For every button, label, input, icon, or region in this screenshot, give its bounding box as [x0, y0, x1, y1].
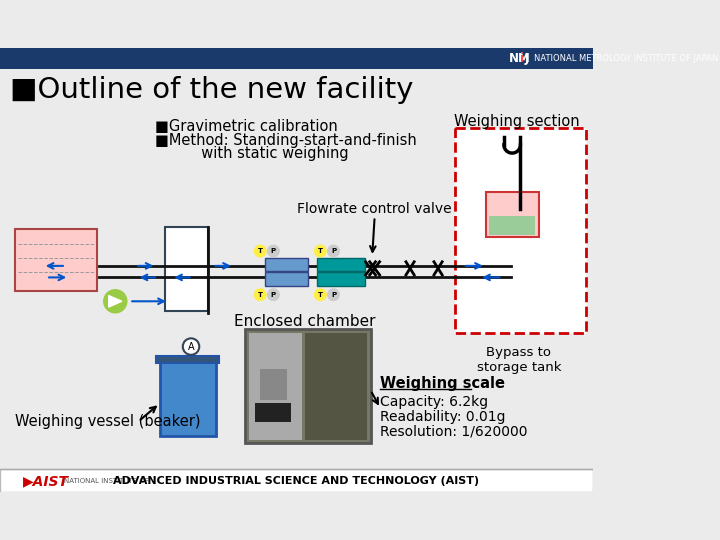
Bar	[156, 356, 219, 363]
Circle shape	[183, 339, 199, 355]
Text: ADVANCED INDUSTRIAL SCIENCE AND TECHNOLOGY (AIST): ADVANCED INDUSTRIAL SCIENCE AND TECHNOLO…	[113, 476, 480, 486]
Text: ■Gravimetric calibration: ■Gravimetric calibration	[155, 119, 338, 134]
Bar	[486, 192, 539, 237]
Bar	[15, 229, 97, 292]
Text: Readability: 0.01g: Readability: 0.01g	[380, 409, 506, 423]
Text: Bypass to
storage tank: Bypass to storage tank	[477, 346, 561, 374]
Circle shape	[254, 245, 266, 257]
Bar	[265, 273, 308, 286]
Bar	[265, 258, 308, 271]
Circle shape	[315, 245, 326, 257]
Bar	[489, 217, 535, 234]
Text: Flowrate control valve: Flowrate control valve	[297, 202, 452, 216]
Circle shape	[104, 290, 127, 313]
Polygon shape	[109, 295, 122, 307]
Text: T: T	[258, 292, 263, 298]
Circle shape	[268, 289, 279, 300]
Bar	[454, 129, 586, 333]
Bar	[165, 227, 207, 311]
Circle shape	[328, 289, 339, 300]
Text: P: P	[331, 292, 336, 298]
Text: J: J	[525, 52, 529, 65]
Bar	[317, 273, 365, 286]
Text: T: T	[318, 292, 323, 298]
Text: P: P	[331, 248, 336, 254]
Text: T: T	[258, 248, 263, 254]
Bar	[0, 48, 593, 69]
Text: i: i	[521, 52, 524, 65]
Text: Weighing scale: Weighing scale	[380, 376, 505, 391]
Text: NM: NM	[509, 52, 531, 65]
Circle shape	[328, 245, 339, 257]
Bar	[317, 258, 365, 271]
Circle shape	[315, 289, 326, 300]
Text: P: P	[271, 292, 276, 298]
Text: ■Outline of the new facility: ■Outline of the new facility	[10, 77, 413, 105]
Circle shape	[254, 289, 266, 300]
Bar	[260, 369, 287, 400]
Circle shape	[268, 245, 279, 257]
Text: ■Method: Standing-start-and-finish: ■Method: Standing-start-and-finish	[155, 133, 417, 148]
Text: with static weighing: with static weighing	[155, 146, 348, 161]
Text: Resolution: 1/620000: Resolution: 1/620000	[380, 424, 528, 438]
Text: A: A	[188, 342, 194, 352]
Bar	[246, 329, 371, 443]
Text: NATIONAL INSTITUTE OF: NATIONAL INSTITUTE OF	[64, 478, 149, 484]
Bar	[256, 403, 292, 422]
Bar	[160, 361, 216, 436]
Text: Weighing section: Weighing section	[454, 114, 580, 129]
Bar	[305, 333, 367, 440]
Text: NATIONAL METROLOGY INSTITUTE OF JAPAN: NATIONAL METROLOGY INSTITUTE OF JAPAN	[534, 54, 718, 63]
Bar	[0, 469, 593, 492]
Text: Capacity: 6.2kg: Capacity: 6.2kg	[380, 395, 489, 409]
Text: Weighing vessel (beaker): Weighing vessel (beaker)	[15, 414, 200, 429]
Text: Enclosed chamber: Enclosed chamber	[234, 314, 375, 328]
Bar	[248, 333, 302, 440]
Text: ▶AIST: ▶AIST	[23, 474, 69, 488]
Text: T: T	[318, 248, 323, 254]
Text: P: P	[271, 248, 276, 254]
